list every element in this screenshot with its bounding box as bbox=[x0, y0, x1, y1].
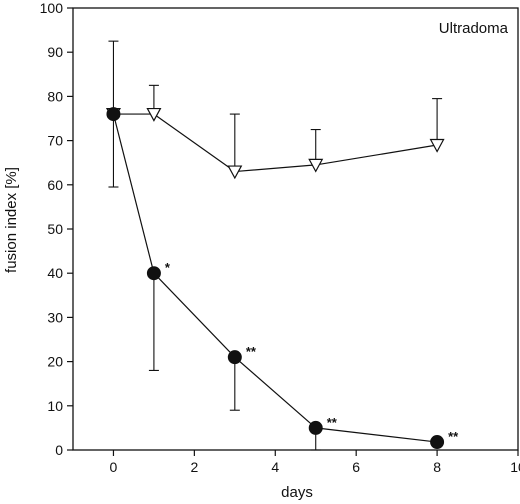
data-point-triangle bbox=[429, 138, 445, 153]
significance-label: ** bbox=[448, 429, 459, 444]
data-point-triangle bbox=[308, 158, 324, 173]
significance-label: ** bbox=[246, 344, 257, 359]
y-tick-label: 0 bbox=[55, 442, 63, 458]
significance-label: * bbox=[165, 260, 171, 275]
y-tick-label: 70 bbox=[47, 133, 63, 149]
x-tick-label: 4 bbox=[271, 459, 279, 475]
y-tick-label: 20 bbox=[47, 354, 63, 370]
x-tick-label: 2 bbox=[190, 459, 198, 475]
y-tick-label: 100 bbox=[40, 0, 64, 16]
chart-annotation: Ultradoma bbox=[439, 20, 509, 37]
x-axis: 0 2 4 6 8 10 bbox=[110, 450, 520, 475]
x-tick-label: 6 bbox=[352, 459, 360, 475]
data-point-triangle bbox=[146, 107, 162, 122]
data-point-triangle bbox=[227, 165, 243, 180]
data-point-circle bbox=[227, 350, 242, 365]
x-tick-label: 0 bbox=[110, 459, 118, 475]
x-axis-label: days bbox=[281, 484, 313, 501]
data-point-circle bbox=[146, 266, 161, 281]
y-tick-label: 90 bbox=[47, 44, 63, 60]
series-group: ******* bbox=[105, 40, 459, 451]
y-tick-label: 50 bbox=[47, 221, 63, 237]
plot-border bbox=[72, 7, 519, 451]
y-tick-label: 60 bbox=[47, 177, 63, 193]
y-tick-label: 30 bbox=[47, 309, 63, 325]
y-axis: 0 10 20 30 40 50 60 70 80 90 100 bbox=[40, 0, 73, 458]
data-point-circle bbox=[308, 420, 323, 435]
x-tick-label: 8 bbox=[433, 459, 441, 475]
y-tick-label: 40 bbox=[47, 265, 63, 281]
y-axis-label: fusion index [%] bbox=[3, 167, 20, 273]
x-tick-label: 10 bbox=[510, 459, 520, 475]
data-point-circle bbox=[430, 435, 445, 450]
y-tick-label: 80 bbox=[47, 88, 63, 104]
series-line-2 bbox=[112, 113, 438, 443]
significance-label: ** bbox=[327, 415, 338, 430]
series-line-1 bbox=[113, 113, 438, 173]
data-point-circle bbox=[106, 107, 121, 122]
y-tick-label: 10 bbox=[47, 398, 63, 414]
plot-frame bbox=[72, 7, 519, 451]
